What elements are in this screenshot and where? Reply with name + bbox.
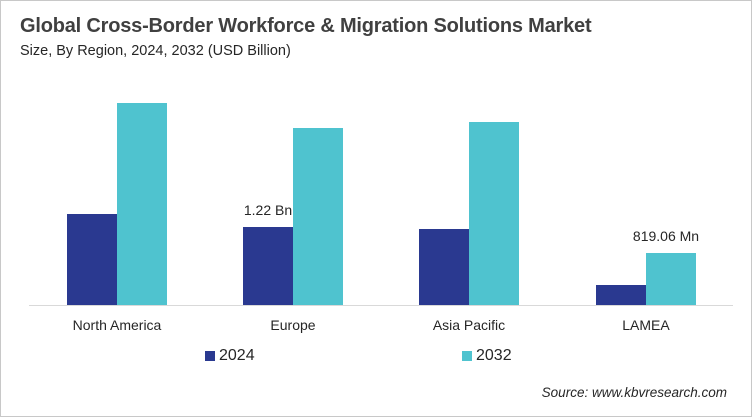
category-label: North America: [72, 317, 162, 333]
bar-lamea-2024: [596, 285, 646, 305]
bar-north-america-2024: [67, 214, 117, 305]
legend-label-2032: 2032: [476, 347, 512, 364]
bar-lamea-2032: [646, 253, 696, 305]
bar-asia-pacific-2024: [419, 229, 469, 305]
legend-label-2024: 2024: [219, 347, 255, 364]
source-note: Source: www.kbvresearch.com: [541, 385, 727, 400]
category-label: Europe: [270, 317, 316, 333]
legend-swatch-2024: [205, 351, 215, 361]
category-label: Asia Pacific: [432, 317, 506, 333]
bar-europe-2032: [293, 128, 343, 305]
chart-title: Global Cross-Border Workforce & Migratio…: [20, 15, 592, 37]
x-axis-line: [29, 305, 733, 306]
legend-swatch-2032: [462, 351, 472, 361]
data-label: 1.22 Bn: [243, 202, 293, 218]
legend-item-2032: 2032: [462, 347, 512, 365]
legend-item-2024: 2024: [205, 347, 255, 365]
bar-north-america-2032: [117, 103, 167, 305]
category-label: LAMEA: [622, 317, 670, 333]
chart-subtitle: Size, By Region, 2024, 2032 (USD Billion…: [20, 43, 291, 59]
bar-europe-2024: [243, 227, 293, 305]
data-label: 819.06 Mn: [632, 228, 700, 244]
bar-asia-pacific-2032: [469, 122, 519, 305]
